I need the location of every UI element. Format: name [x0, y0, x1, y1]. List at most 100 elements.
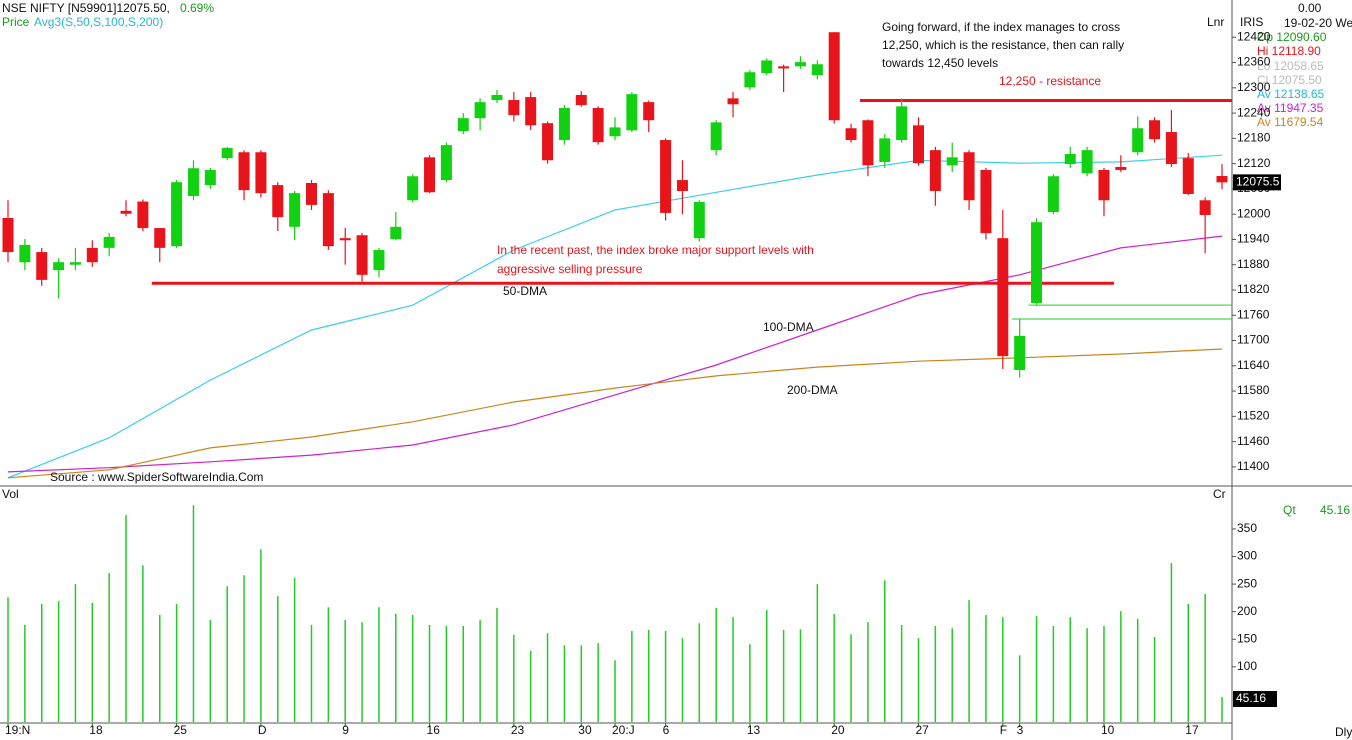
annotation: 12,250, which is the resistance, then ca…: [882, 38, 1124, 52]
x-tick-label: D: [258, 723, 267, 737]
candle-body: [592, 108, 604, 143]
x-tick-label: 10: [1101, 723, 1115, 737]
candle-body: [356, 235, 368, 275]
x-tick-label: 23: [511, 723, 525, 737]
annotation: 12,250 - resistance: [999, 74, 1101, 88]
panel-high: Hi 12118.90: [1257, 44, 1321, 58]
y-tick-label: 250: [1237, 576, 1257, 590]
candle-body: [946, 157, 958, 166]
last-price: 12075.5: [1236, 175, 1280, 189]
series-label: 50-DMA: [503, 284, 547, 298]
y-tick-label: 200: [1237, 604, 1257, 618]
candle-body: [1098, 169, 1110, 201]
qty-label: Qt: [1283, 503, 1296, 517]
candle-body: [1216, 176, 1228, 183]
candle-body: [289, 193, 301, 227]
last-volume: 45.16: [1236, 691, 1266, 705]
volume-label: Vol: [2, 487, 19, 501]
candle-body: [424, 157, 436, 193]
x-tick-label: 6: [663, 723, 670, 737]
candle-body: [558, 108, 570, 141]
candle-body: [828, 32, 840, 121]
y-tick-label: 11520: [1237, 409, 1270, 423]
panel-date: 19-02-20 We: [1284, 16, 1352, 30]
candle-body: [103, 236, 115, 248]
y-tick-label: 11820: [1237, 282, 1270, 296]
qty-value: 45.16: [1320, 503, 1350, 517]
x-tick-label: 19:N: [5, 723, 30, 737]
candle-body: [1182, 158, 1194, 194]
candle-body: [238, 152, 250, 191]
change: 0.69%: [180, 1, 214, 15]
y-tick-label: 12120: [1237, 156, 1271, 170]
moving-average: [7, 154, 1223, 479]
candle-body: [778, 66, 790, 69]
candle-body: [1132, 128, 1144, 153]
candle-body: [53, 262, 65, 271]
series-label: 200-DMA: [787, 383, 838, 397]
candle-body: [1199, 200, 1211, 216]
candle-body: [609, 127, 621, 137]
y-tick-label: 11760: [1237, 307, 1270, 321]
y-tick-label: 12420: [1237, 29, 1271, 43]
scale-label: Lnr: [1207, 15, 1224, 29]
panel-low: Lo 12058.65: [1257, 59, 1324, 73]
panel-close: Cl 12075.50: [1257, 73, 1322, 87]
candle-body: [997, 238, 1009, 357]
candle-body: [187, 168, 199, 197]
candle-body: [879, 138, 891, 162]
candle-body: [676, 180, 688, 192]
y-tick-label: 12360: [1237, 55, 1271, 69]
annotation: towards 12,450 levels: [882, 56, 998, 70]
candle-body: [19, 244, 31, 263]
candle-body: [137, 201, 149, 229]
y-tick-label: 12180: [1237, 131, 1271, 145]
candle-body: [204, 169, 216, 186]
candle-body: [542, 123, 554, 161]
candle-body: [390, 226, 402, 240]
panel-zero: 0.00: [1298, 1, 1322, 15]
candle-body: [221, 148, 233, 159]
candle-body: [491, 94, 503, 101]
candle-body: [36, 252, 48, 280]
candle-body: [339, 238, 351, 241]
y-tick-label: 11940: [1237, 232, 1270, 246]
candle-body: [86, 247, 98, 263]
y-tick-label: 11460: [1237, 434, 1270, 448]
candle-body: [171, 182, 183, 247]
candle-body: [929, 150, 941, 192]
candle-body: [913, 125, 924, 164]
candle-body: [306, 183, 317, 205]
candle-body: [69, 262, 81, 265]
candle-body: [643, 102, 655, 121]
candle-body: [120, 210, 132, 214]
volume-unit: Cr: [1213, 487, 1226, 501]
x-tick-label: 20:J: [612, 723, 635, 737]
y-tick-label: 350: [1237, 521, 1257, 535]
x-tick-label: 30: [578, 723, 592, 737]
price-label: Price: [2, 15, 30, 29]
period: Dly: [1335, 725, 1352, 739]
y-tick-label: 11880: [1237, 257, 1270, 271]
candle-body: [727, 98, 739, 105]
y-tick-label: 12240: [1237, 105, 1271, 119]
candle-body: [1064, 153, 1076, 165]
panel-avg: Av 11947.35: [1257, 101, 1324, 115]
series-label: 100-DMA: [763, 320, 814, 334]
candle-body: [896, 106, 908, 141]
candle-body: [457, 118, 469, 132]
candle-body: [508, 100, 520, 116]
candle-body: [660, 140, 672, 213]
candle-body: [1149, 120, 1161, 140]
candle-body: [440, 145, 452, 181]
candle-body: [710, 122, 722, 151]
last-volume-box: [1233, 691, 1277, 707]
panel-avg: Av 11679.54: [1257, 115, 1324, 129]
x-tick-label: 16: [427, 723, 441, 737]
x-tick-label: 27: [916, 723, 930, 737]
candle-body: [761, 60, 773, 74]
annotation: aggressive selling pressure: [497, 262, 643, 276]
candle-body: [862, 120, 874, 166]
candle-body: [1115, 166, 1127, 170]
panel-name: IRIS: [1240, 15, 1263, 29]
